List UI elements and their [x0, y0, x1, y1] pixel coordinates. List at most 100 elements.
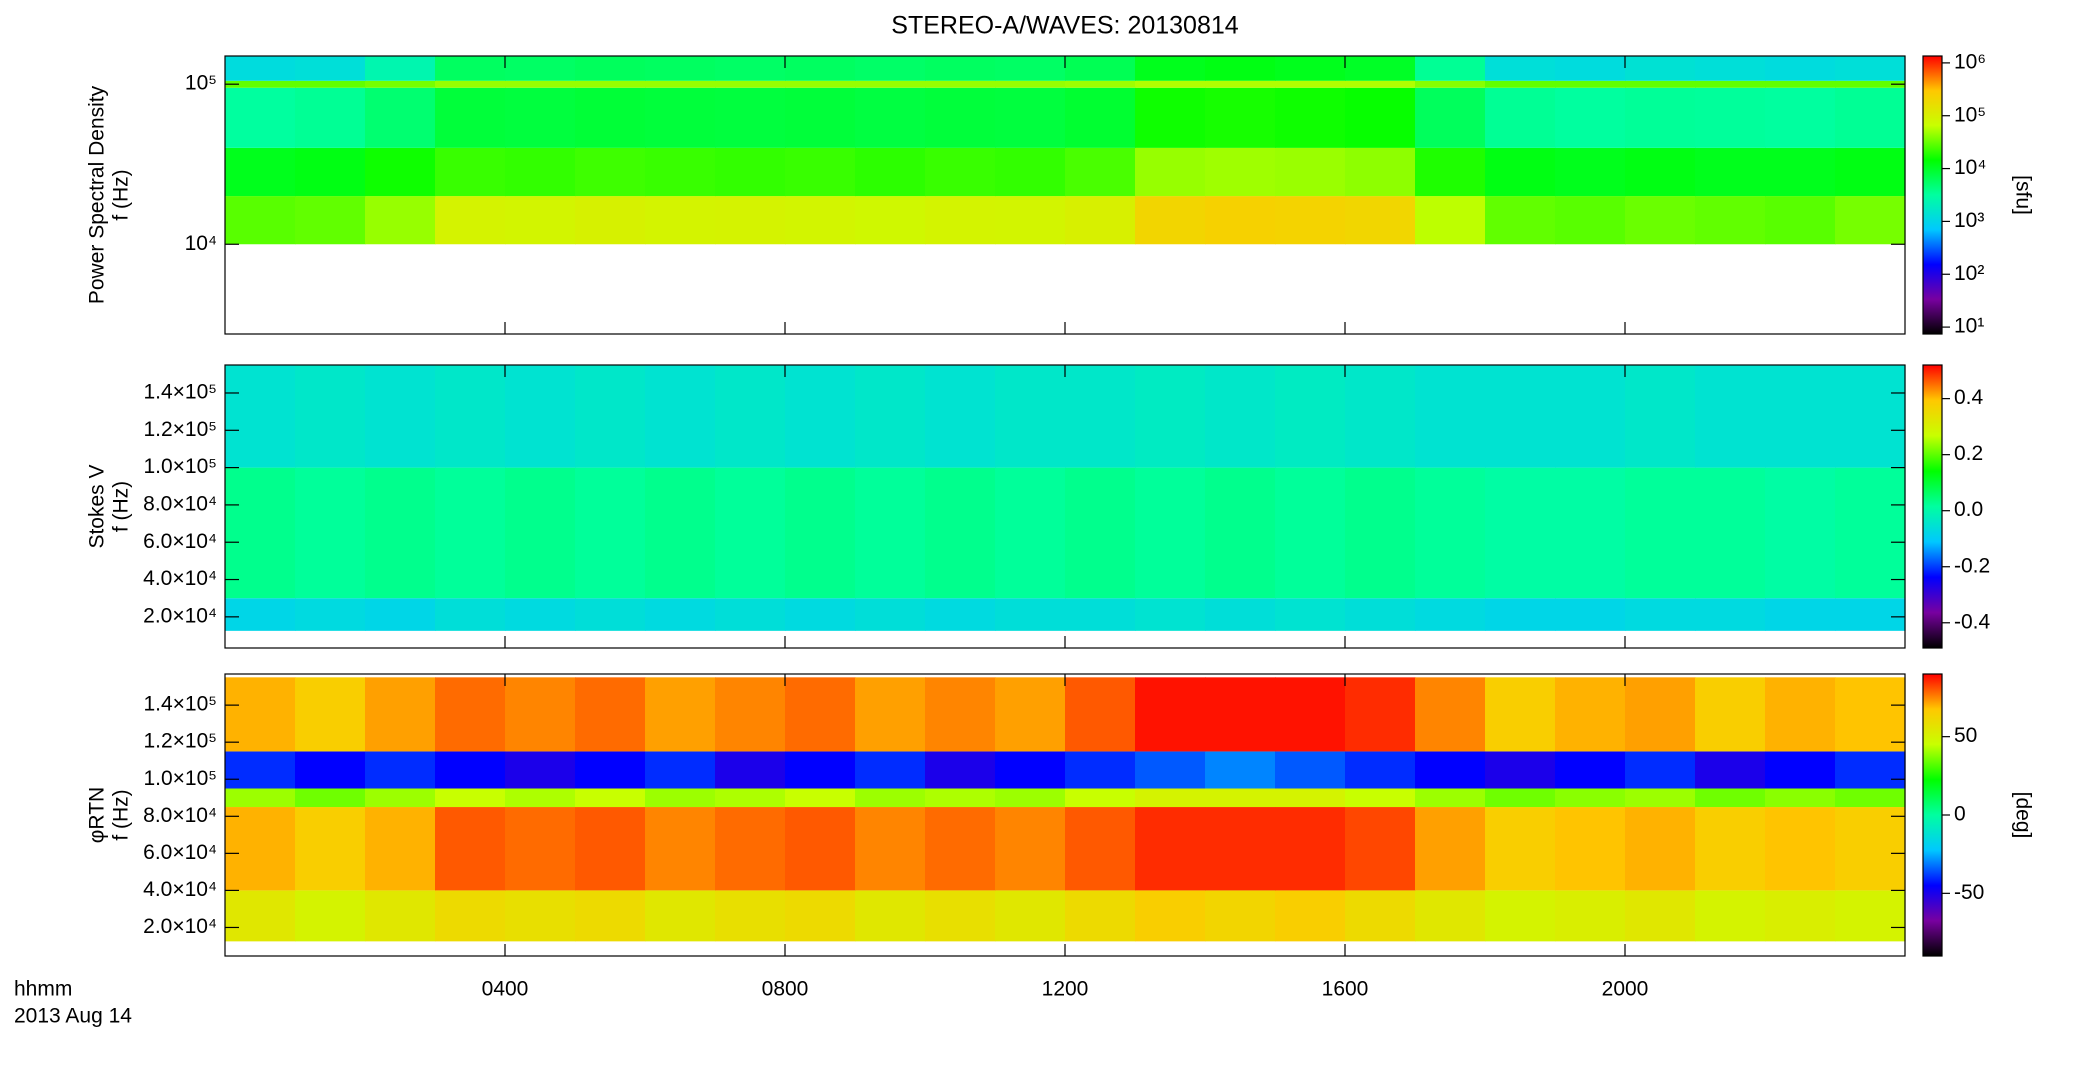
y-tick-label: 6.0×10⁴	[143, 530, 217, 553]
heatmap-cell	[1765, 87, 1836, 148]
y-axis-label: Stokes V	[86, 464, 109, 548]
heatmap-cell	[715, 56, 786, 81]
heatmap-cell	[1555, 196, 1626, 245]
heatmap-cell	[435, 807, 506, 891]
heatmap-cell	[925, 788, 996, 808]
colorbar-tick-label: -0.2	[1954, 554, 1990, 577]
y-tick-label: 1.2×10⁵	[143, 730, 217, 753]
heatmap-cell	[365, 80, 436, 88]
heatmap-cell	[785, 196, 856, 245]
heatmap-cell	[645, 788, 716, 808]
heatmap-cell	[365, 147, 436, 197]
heatmap-cell	[1765, 807, 1836, 891]
colorbar-tick-label: 0.0	[1954, 498, 1983, 521]
heatmap-cell	[785, 751, 856, 789]
colorbar-tick-label: 10⁴	[1954, 156, 1986, 179]
heatmap-cell	[365, 87, 436, 148]
colorbar-tick-label: 10³	[1954, 209, 1984, 232]
heatmap-cell	[925, 890, 996, 942]
heatmap-cell	[1205, 807, 1276, 891]
heatmap-cell	[1345, 890, 1416, 942]
y-axis-label: f (Hz)	[110, 169, 133, 220]
heatmap-cell	[995, 87, 1066, 148]
heatmap-cell	[1205, 677, 1276, 752]
heatmap-cell	[1485, 751, 1556, 789]
heatmap-cell	[435, 365, 506, 468]
heatmap-cell	[855, 87, 926, 148]
heatmap-cell	[1345, 87, 1416, 148]
heatmap-cell	[1275, 677, 1346, 752]
heatmap-cell	[1275, 890, 1346, 942]
heatmap-cell	[225, 80, 296, 88]
colorbar-tick-label: 50	[1954, 724, 1977, 747]
heatmap-cell	[505, 788, 576, 808]
heatmap-cell	[995, 890, 1066, 942]
heatmap-cell	[575, 467, 646, 599]
heatmap-cell	[1555, 56, 1626, 81]
heatmap-cell	[785, 890, 856, 942]
heatmap-cell	[1555, 467, 1626, 599]
heatmap-cell	[1065, 365, 1136, 468]
heatmap-cell	[1135, 677, 1206, 752]
heatmap-cell	[1485, 788, 1556, 808]
heatmap-cell	[1555, 788, 1626, 808]
heatmap-cell	[1695, 365, 1766, 468]
heatmap-cell	[1275, 196, 1346, 245]
heatmap-cell	[1765, 365, 1836, 468]
heatmap-cell	[1135, 598, 1206, 631]
heatmap-cell	[1065, 80, 1136, 88]
heatmap-cell	[855, 807, 926, 891]
heatmap-cell	[785, 807, 856, 891]
heatmap-cell	[1485, 598, 1556, 631]
heatmap-cell	[1415, 807, 1486, 891]
heatmap-cell	[995, 807, 1066, 891]
heatmap-cell	[1695, 87, 1766, 148]
heatmap-cell	[715, 80, 786, 88]
y-tick-label: 6.0×10⁴	[143, 841, 217, 864]
heatmap-cell	[1345, 467, 1416, 599]
colorbar	[1922, 673, 1943, 957]
heatmap-cell	[1275, 598, 1346, 631]
y-tick-label: 2.0×10⁴	[143, 915, 217, 938]
heatmap-cell	[1205, 196, 1276, 245]
x-tick-label: 2000	[1602, 978, 1649, 1001]
heatmap-cell	[1625, 147, 1696, 197]
heatmap-cell	[1555, 751, 1626, 789]
heatmap-cell	[1275, 807, 1346, 891]
heatmap-cell	[645, 890, 716, 942]
y-axis-label: f (Hz)	[110, 481, 133, 532]
x-tick-label: 1200	[1042, 978, 1089, 1001]
heatmap-cell	[365, 365, 436, 468]
heatmap-cell	[295, 196, 366, 245]
heatmap-cell	[1065, 196, 1136, 245]
heatmap-cell	[1415, 365, 1486, 468]
heatmap-cell	[575, 56, 646, 81]
y-tick-label: 2.0×10⁴	[143, 604, 217, 627]
heatmap-cell	[715, 467, 786, 599]
heatmap-cell	[645, 677, 716, 752]
heatmap-cell	[925, 677, 996, 752]
heatmap	[225, 365, 1906, 631]
heatmap-cell	[1765, 890, 1836, 942]
heatmap-cell	[855, 751, 926, 789]
heatmap-cell	[1345, 147, 1416, 197]
heatmap-cell	[785, 598, 856, 631]
heatmap-cell	[715, 890, 786, 942]
heatmap-cell	[1555, 677, 1626, 752]
heatmap-cell	[715, 196, 786, 245]
y-tick-label: 8.0×10⁴	[143, 804, 217, 827]
heatmap-cell	[1625, 598, 1696, 631]
heatmap-cell	[925, 598, 996, 631]
heatmap-cell	[1695, 467, 1766, 599]
heatmap-cell	[225, 365, 296, 468]
heatmap-cell	[1275, 467, 1346, 599]
heatmap-cell	[1065, 147, 1136, 197]
colorbar-tick-label: 10²	[1954, 262, 1984, 285]
heatmap-cell	[1135, 807, 1206, 891]
heatmap-cell	[1345, 598, 1416, 631]
heatmap-cell	[295, 467, 366, 599]
heatmap-cell	[995, 788, 1066, 808]
heatmap-cell	[925, 147, 996, 197]
heatmap-cell	[365, 196, 436, 245]
y-tick-label: 10⁵	[185, 72, 217, 95]
